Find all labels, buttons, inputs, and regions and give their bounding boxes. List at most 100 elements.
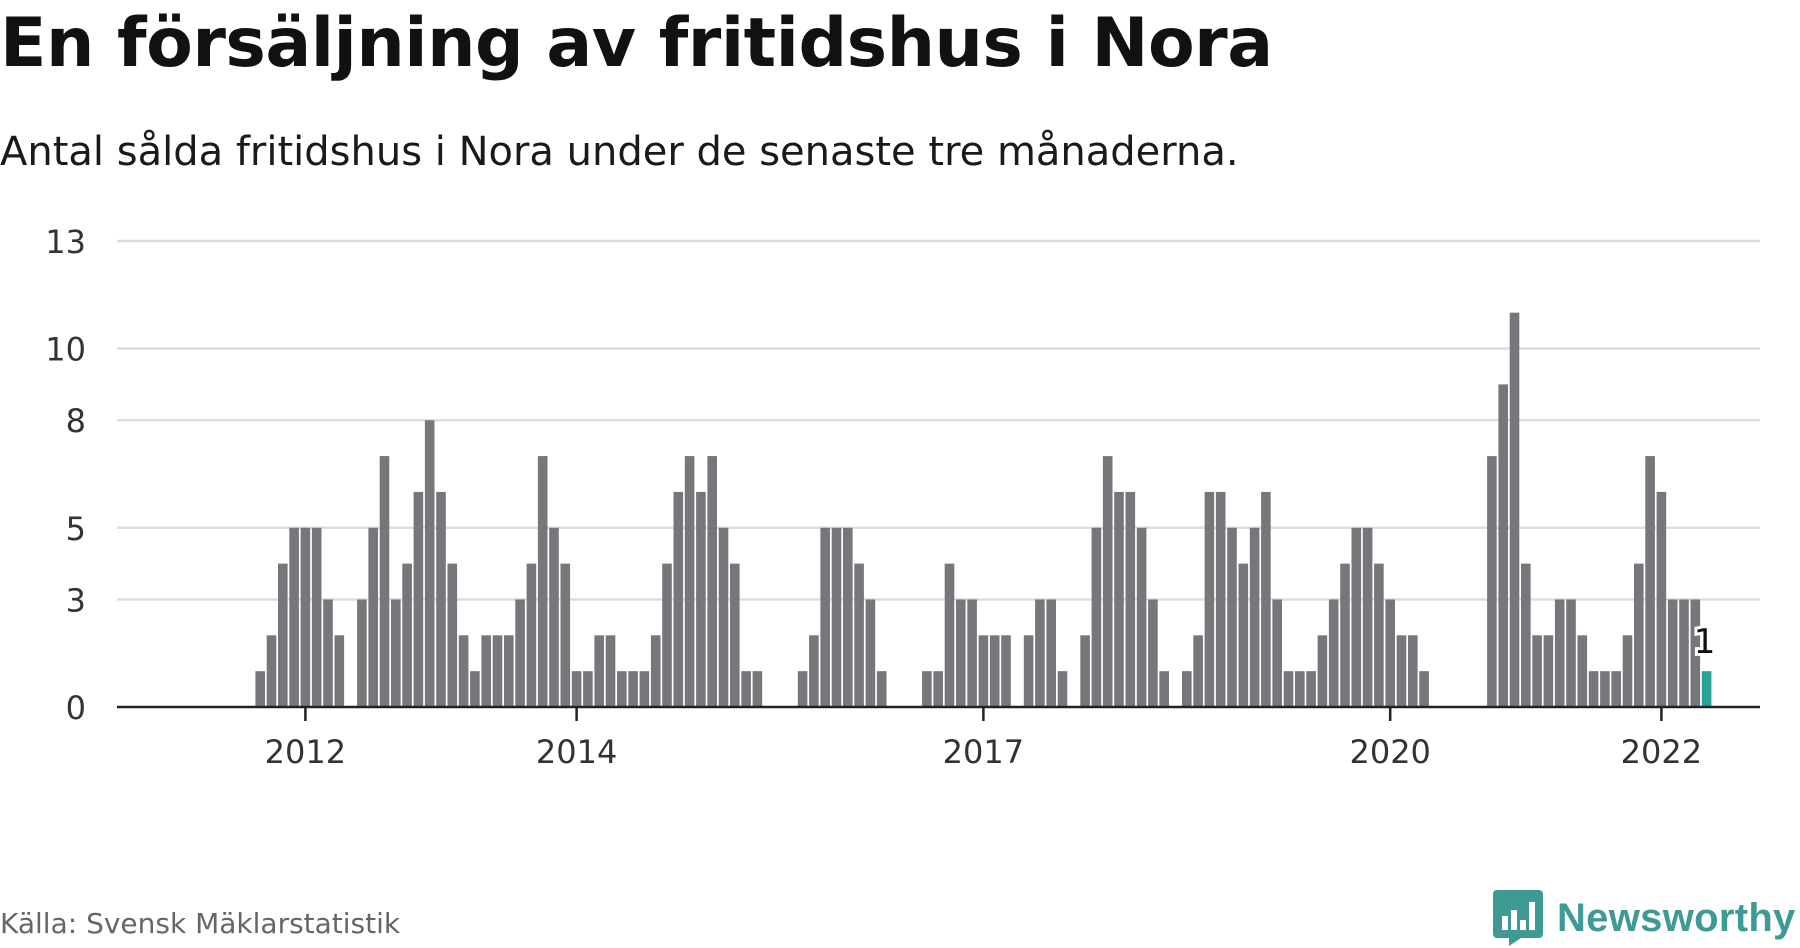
bar	[504, 635, 514, 707]
bar	[1035, 599, 1045, 707]
bar	[1091, 527, 1102, 707]
bar	[1261, 491, 1271, 707]
bar	[1588, 671, 1599, 707]
bar	[1057, 671, 1068, 707]
bar	[1215, 491, 1226, 707]
bar	[1690, 599, 1701, 707]
bar	[323, 599, 333, 707]
bar	[571, 671, 582, 707]
bar	[1408, 635, 1418, 707]
bar	[1634, 563, 1644, 707]
bar	[391, 599, 401, 707]
y-tick-label: 0	[66, 689, 86, 727]
bar	[707, 456, 717, 707]
last-value-label: 1	[1694, 622, 1716, 662]
brand-name: Newsworthy	[1557, 895, 1796, 940]
bar	[1543, 635, 1554, 707]
bar	[1419, 671, 1429, 707]
bar	[334, 635, 345, 707]
bar	[1679, 599, 1689, 707]
y-tick-label: 8	[66, 402, 86, 440]
bar	[1351, 527, 1362, 707]
bar	[1023, 635, 1034, 707]
bar	[1238, 563, 1249, 707]
data-labels: 1	[1691, 619, 1719, 665]
bar	[481, 635, 491, 707]
bar	[865, 599, 876, 707]
y-axis-tick-labels: 0 3 5 8 10 13	[45, 223, 86, 727]
bar	[673, 491, 684, 707]
bar	[1295, 671, 1305, 707]
x-axis: 2012 2014 2017 2020 2022	[117, 705, 1760, 771]
bar	[1521, 563, 1531, 707]
bar	[831, 527, 842, 707]
bar	[989, 635, 1000, 707]
bar	[820, 527, 830, 707]
y-tick-label: 13	[45, 223, 86, 261]
bar	[944, 563, 955, 707]
bar	[1182, 671, 1192, 707]
bar	[1148, 599, 1158, 707]
bar	[752, 671, 763, 707]
bar	[741, 671, 751, 707]
x-tick-label: 2017	[943, 733, 1024, 771]
bar	[492, 635, 503, 707]
bar	[809, 635, 819, 707]
bar	[1487, 456, 1497, 707]
bar	[549, 527, 559, 707]
bar	[854, 563, 864, 707]
bar	[1283, 671, 1294, 707]
bar	[1566, 599, 1576, 707]
bar	[1249, 527, 1260, 707]
bar	[594, 635, 604, 707]
bar	[730, 563, 740, 707]
bar	[1159, 671, 1169, 707]
bar	[424, 420, 435, 707]
bar	[1272, 599, 1282, 707]
bar	[718, 527, 729, 707]
bar	[684, 456, 695, 707]
newsworthy-logo: Newsworthy	[1493, 888, 1796, 948]
bar	[1114, 491, 1124, 707]
bar	[1125, 491, 1136, 707]
bar	[1600, 671, 1610, 707]
bar	[289, 527, 299, 707]
bar	[922, 671, 932, 707]
bar	[537, 456, 548, 707]
gridlines	[117, 239, 1760, 601]
bar	[956, 599, 966, 707]
bar	[605, 635, 616, 707]
bar	[1656, 491, 1667, 707]
bar	[1136, 527, 1147, 707]
bar	[1317, 635, 1328, 707]
bar	[300, 527, 311, 707]
bar	[560, 563, 571, 707]
bar	[1622, 635, 1633, 707]
x-tick-label: 2012	[265, 733, 346, 771]
bar	[967, 599, 977, 707]
bar	[311, 527, 322, 707]
y-tick-label: 3	[66, 581, 86, 619]
bar	[255, 671, 265, 707]
bar	[1385, 599, 1395, 707]
bar	[526, 563, 537, 707]
bar	[470, 671, 480, 707]
bar	[978, 635, 989, 707]
bar	[1306, 671, 1316, 707]
bar	[662, 563, 672, 707]
chart-title: En försäljning av fritidshus i Nora	[0, 4, 1273, 83]
bar	[1645, 456, 1655, 707]
bar	[583, 671, 593, 707]
bar	[1046, 599, 1056, 707]
bar	[933, 671, 943, 707]
bar	[515, 599, 525, 707]
x-tick-label: 2022	[1621, 733, 1702, 771]
y-tick-label: 5	[66, 510, 86, 548]
bar	[1611, 671, 1621, 707]
bar	[650, 635, 661, 707]
bar	[1532, 635, 1542, 707]
bar	[1498, 384, 1508, 707]
bar	[1001, 635, 1011, 707]
bar	[447, 563, 458, 707]
